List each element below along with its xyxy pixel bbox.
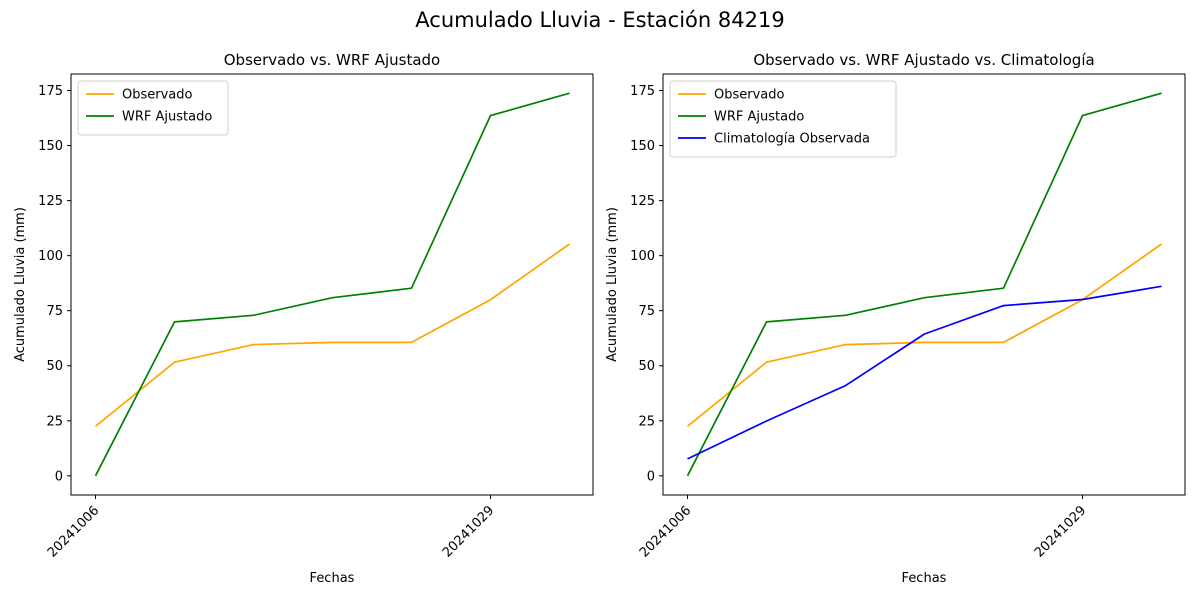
legend-label: Observado xyxy=(714,88,785,103)
y-tick-label: 25 xyxy=(46,414,63,429)
x-axis-label: Fechas xyxy=(310,571,355,586)
y-tick-label: 25 xyxy=(638,414,655,429)
x-tick-label: 20241006 xyxy=(637,503,694,560)
y-tick-label: 100 xyxy=(38,249,63,264)
series-line-observado xyxy=(94,243,570,427)
y-axis-label: Acumulado Lluvia (mm) xyxy=(605,207,620,362)
y-tick-label: 125 xyxy=(38,194,63,209)
legend-box xyxy=(77,80,229,136)
y-tick-label: 0 xyxy=(55,469,63,484)
figure-title: Acumulado Lluvia - Estación 84219 xyxy=(415,8,785,32)
y-tick-label: 75 xyxy=(638,304,655,319)
legend-box xyxy=(669,80,897,158)
chart-title: Observado vs. WRF Ajustado xyxy=(224,51,440,69)
y-tick-label: 100 xyxy=(630,249,655,264)
y-tick-label: 0 xyxy=(647,469,655,484)
y-tick-label: 175 xyxy=(38,84,63,99)
plot-frame xyxy=(70,73,594,496)
y-tick-label: 75 xyxy=(46,304,63,319)
chart-title: Observado vs. WRF Ajustado vs. Climatolo… xyxy=(753,51,1094,69)
y-tick-label: 50 xyxy=(638,359,655,374)
y-tick-label: 150 xyxy=(630,139,655,154)
y-tick-label: 175 xyxy=(630,84,655,99)
series-line-observado xyxy=(686,243,1162,427)
legend-label: WRF Ajustado xyxy=(122,110,212,125)
x-tick-label: 20241029 xyxy=(1032,503,1089,560)
legend-label: WRF Ajustado xyxy=(714,110,804,125)
series-line-wrf-ajustado xyxy=(94,92,570,477)
series-line-wrf-ajustado xyxy=(686,92,1162,477)
y-tick-label: 125 xyxy=(630,194,655,209)
legend-label: Climatología Observada xyxy=(714,132,870,147)
x-axis-label: Fechas xyxy=(902,571,947,586)
plot-frame xyxy=(662,73,1186,496)
y-axis-label: Acumulado Lluvia (mm) xyxy=(13,207,28,362)
y-tick-label: 50 xyxy=(46,359,63,374)
legend: Observado WRF Ajustado xyxy=(77,80,229,136)
y-tick-label: 150 xyxy=(38,139,63,154)
legend-label: Observado xyxy=(122,88,193,103)
legend: Observado WRF Ajustado Climatología Observ… xyxy=(669,80,897,158)
series-line-climatolog-a-observada xyxy=(687,285,1162,460)
